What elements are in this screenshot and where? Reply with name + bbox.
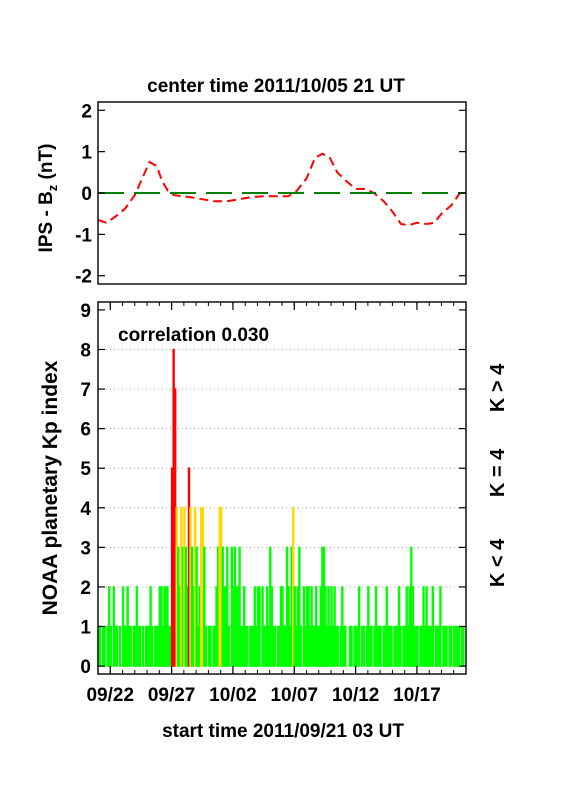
- kp-bar: [98, 625, 102, 667]
- kp-bar: [227, 625, 231, 667]
- kp-bar: [209, 625, 212, 667]
- kp-bar: [462, 625, 465, 667]
- kp-bar: [115, 625, 119, 667]
- bottom-x-tick-label: 09/27: [148, 685, 196, 706]
- bottom-x-tick-label: 10/07: [270, 685, 318, 706]
- kp-bar: [457, 625, 461, 667]
- kp-bar: [336, 625, 339, 667]
- kp-bar: [118, 625, 122, 667]
- kp-bar: [357, 586, 361, 667]
- kp-bar: [103, 625, 106, 667]
- bottom-y-tick-label: 5: [80, 459, 91, 480]
- top-y-axis-ticks: 2 1 0 -1 -2: [75, 101, 466, 288]
- kp-bar: [258, 586, 261, 667]
- top-y-tick-label: -1: [75, 225, 92, 246]
- kp-bar: [449, 625, 453, 667]
- bottom-x-axis-label: start time 2011/09/21 03 UT: [162, 721, 404, 742]
- kp-bar: [379, 625, 382, 667]
- legend-k-equal-4: K = 4: [487, 448, 509, 497]
- top-y-tick-label: 2: [81, 101, 92, 122]
- kp-bar: [246, 625, 249, 667]
- top-y-axis-label-unit: (nT): [36, 144, 57, 185]
- kp-bar: [439, 586, 442, 667]
- kp-bar: [204, 625, 208, 667]
- kp-bar: [362, 625, 365, 667]
- bottom-x-tick-label: 10/17: [393, 685, 441, 706]
- kp-bar: [299, 625, 303, 667]
- kp-bar: [416, 625, 419, 667]
- bottom-y-tick-label: 6: [80, 420, 91, 441]
- bottom-y-tick-label: 8: [80, 340, 91, 361]
- kp-bar: [273, 625, 277, 667]
- top-y-tick-label: 0: [81, 184, 92, 205]
- kp-bar: [445, 625, 448, 667]
- top-y-axis-label: IPS - Bz (nT): [36, 144, 60, 253]
- bottom-x-tick-label: 09/22: [86, 685, 134, 706]
- kp-bar: [203, 546, 206, 667]
- top-y-tick-label: -2: [75, 267, 92, 288]
- kp-bar: [138, 625, 142, 667]
- kp-bar: [226, 546, 229, 667]
- bz-series-line: [97, 152, 461, 227]
- legend-k-less-4: K < 4: [487, 538, 509, 587]
- kp-bar: [141, 625, 145, 667]
- correlation-annotation: correlation 0.030: [118, 325, 269, 346]
- bottom-y-axis-label: NOAA planetary Kp index: [39, 360, 62, 615]
- bottom-y-tick-label: 0: [80, 657, 91, 678]
- kp-bar: [129, 625, 132, 667]
- legend-k-greater-4: K > 4: [487, 363, 509, 412]
- bottom-x-tick-label: 10/12: [332, 685, 380, 706]
- bottom-y-tick-label: 3: [80, 538, 91, 559]
- kp-bar: [238, 546, 241, 667]
- bottom-y-tick-label: 2: [80, 578, 91, 599]
- kp-bar: [350, 625, 353, 667]
- kp-bar: [109, 625, 112, 667]
- top-plot-frame: [97, 101, 467, 285]
- top-y-tick-label: 1: [81, 143, 92, 164]
- top-y-axis-label-subscript: z: [45, 184, 60, 191]
- kp-bar: [431, 586, 434, 667]
- kp-bar: [399, 625, 402, 667]
- bottom-y-tick-label: 4: [80, 499, 91, 520]
- kp-bar: [195, 546, 198, 667]
- bottom-x-axis-ticks: 09/22 09/27 10/02 10/07 10/12 10/17: [86, 302, 455, 706]
- kp-bars: [97, 348, 465, 667]
- kp-bar: [298, 546, 301, 667]
- top-plot-area: [97, 152, 466, 227]
- top-chart-title: center time 2011/10/05 21 UT: [147, 76, 405, 97]
- bottom-y-tick-label: 9: [80, 301, 91, 322]
- kp-bar: [150, 625, 154, 667]
- kp-bar: [370, 625, 373, 667]
- bottom-y-tick-label: 1: [80, 618, 91, 639]
- bottom-y-tick-label: 7: [80, 380, 91, 401]
- kp-bar: [344, 625, 347, 667]
- kp-bar: [390, 625, 393, 667]
- bottom-x-tick-label: 10/02: [209, 685, 257, 706]
- bottom-y-axis-ticks: 0 1 2 3 4 5 6 7 8 9: [80, 301, 466, 678]
